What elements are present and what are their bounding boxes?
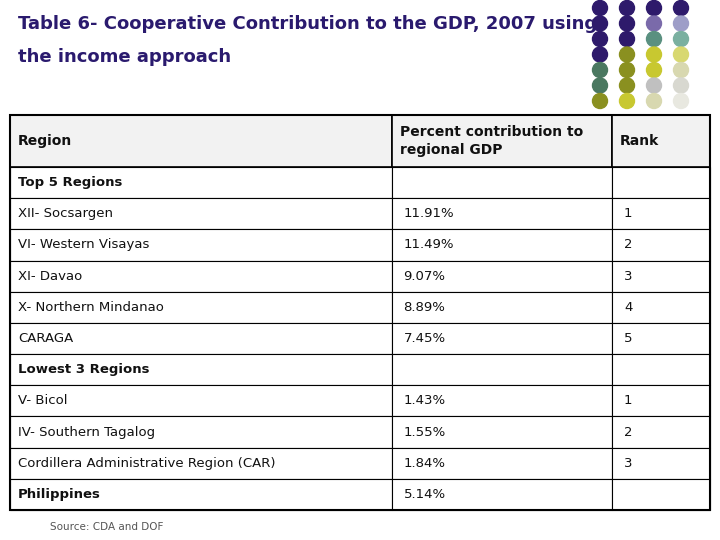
Bar bbox=[10, 260, 392, 292]
Bar bbox=[392, 385, 612, 416]
Circle shape bbox=[673, 78, 688, 93]
Text: X- Northern Mindanao: X- Northern Mindanao bbox=[18, 301, 164, 314]
Text: the income approach: the income approach bbox=[18, 48, 231, 66]
Bar bbox=[392, 416, 612, 448]
Text: 5: 5 bbox=[624, 332, 632, 345]
Bar bbox=[392, 167, 612, 198]
Text: Table 6- Cooperative Contribution to the GDP, 2007 using: Table 6- Cooperative Contribution to the… bbox=[18, 15, 597, 33]
Bar bbox=[392, 260, 612, 292]
Text: 11.91%: 11.91% bbox=[403, 207, 454, 220]
Bar bbox=[612, 354, 710, 385]
Bar bbox=[612, 115, 710, 167]
Circle shape bbox=[647, 1, 662, 16]
Circle shape bbox=[673, 31, 688, 46]
Text: Percent contribution to
regional GDP: Percent contribution to regional GDP bbox=[400, 125, 582, 157]
Bar bbox=[612, 167, 710, 198]
Circle shape bbox=[593, 47, 608, 62]
Circle shape bbox=[593, 16, 608, 31]
Bar bbox=[392, 230, 612, 260]
Text: Source: CDA and DOF: Source: CDA and DOF bbox=[50, 522, 163, 532]
Circle shape bbox=[647, 63, 662, 78]
Bar bbox=[10, 292, 392, 323]
Text: Philippines: Philippines bbox=[18, 488, 101, 501]
Text: 7.45%: 7.45% bbox=[403, 332, 446, 345]
Bar bbox=[612, 385, 710, 416]
Bar bbox=[10, 167, 392, 198]
Bar bbox=[612, 416, 710, 448]
Bar bbox=[612, 260, 710, 292]
Text: 1.84%: 1.84% bbox=[403, 457, 446, 470]
Text: 2: 2 bbox=[624, 239, 632, 252]
Bar bbox=[612, 479, 710, 510]
Circle shape bbox=[619, 1, 634, 16]
Circle shape bbox=[593, 78, 608, 93]
Bar bbox=[10, 354, 392, 385]
Bar bbox=[10, 385, 392, 416]
Text: V- Bicol: V- Bicol bbox=[18, 394, 68, 407]
Circle shape bbox=[619, 93, 634, 109]
Bar bbox=[392, 479, 612, 510]
Bar bbox=[612, 198, 710, 230]
Circle shape bbox=[593, 93, 608, 109]
Circle shape bbox=[647, 93, 662, 109]
Text: 3: 3 bbox=[624, 269, 632, 282]
Circle shape bbox=[647, 16, 662, 31]
Bar bbox=[392, 448, 612, 479]
Text: IV- Southern Tagalog: IV- Southern Tagalog bbox=[18, 426, 155, 438]
Circle shape bbox=[619, 47, 634, 62]
Circle shape bbox=[673, 1, 688, 16]
Bar bbox=[10, 416, 392, 448]
Text: CARAGA: CARAGA bbox=[18, 332, 73, 345]
Bar bbox=[612, 448, 710, 479]
Circle shape bbox=[647, 78, 662, 93]
Bar bbox=[392, 354, 612, 385]
Bar bbox=[10, 115, 392, 167]
Circle shape bbox=[593, 31, 608, 46]
Text: 3: 3 bbox=[624, 457, 632, 470]
Circle shape bbox=[619, 16, 634, 31]
Text: XI- Davao: XI- Davao bbox=[18, 269, 82, 282]
Text: 11.49%: 11.49% bbox=[403, 239, 454, 252]
Bar bbox=[392, 115, 612, 167]
Text: VI- Western Visayas: VI- Western Visayas bbox=[18, 239, 149, 252]
Text: Region: Region bbox=[18, 134, 72, 148]
Circle shape bbox=[619, 31, 634, 46]
Circle shape bbox=[647, 31, 662, 46]
Bar bbox=[392, 198, 612, 230]
Circle shape bbox=[593, 1, 608, 16]
Bar bbox=[612, 230, 710, 260]
Bar bbox=[10, 198, 392, 230]
Bar bbox=[392, 292, 612, 323]
Bar bbox=[10, 115, 710, 510]
Text: Top 5 Regions: Top 5 Regions bbox=[18, 176, 122, 189]
Circle shape bbox=[619, 63, 634, 78]
Bar bbox=[10, 230, 392, 260]
Text: 5.14%: 5.14% bbox=[403, 488, 446, 501]
Text: Rank: Rank bbox=[620, 134, 660, 148]
Text: Cordillera Administrative Region (CAR): Cordillera Administrative Region (CAR) bbox=[18, 457, 276, 470]
Text: 4: 4 bbox=[624, 301, 632, 314]
Bar bbox=[10, 479, 392, 510]
Circle shape bbox=[673, 63, 688, 78]
Text: 1: 1 bbox=[624, 394, 632, 407]
Circle shape bbox=[673, 16, 688, 31]
Circle shape bbox=[619, 78, 634, 93]
Bar bbox=[10, 448, 392, 479]
Text: 8.89%: 8.89% bbox=[403, 301, 446, 314]
Bar bbox=[10, 323, 392, 354]
Text: Lowest 3 Regions: Lowest 3 Regions bbox=[18, 363, 150, 376]
Circle shape bbox=[647, 47, 662, 62]
Bar bbox=[392, 323, 612, 354]
Text: XII- Socsargen: XII- Socsargen bbox=[18, 207, 113, 220]
Text: 2: 2 bbox=[624, 426, 632, 438]
Text: 1.55%: 1.55% bbox=[403, 426, 446, 438]
Circle shape bbox=[593, 63, 608, 78]
Circle shape bbox=[673, 93, 688, 109]
Text: 1: 1 bbox=[624, 207, 632, 220]
Text: 1.43%: 1.43% bbox=[403, 394, 446, 407]
Bar bbox=[612, 323, 710, 354]
Text: 9.07%: 9.07% bbox=[403, 269, 446, 282]
Bar bbox=[612, 292, 710, 323]
Circle shape bbox=[673, 47, 688, 62]
